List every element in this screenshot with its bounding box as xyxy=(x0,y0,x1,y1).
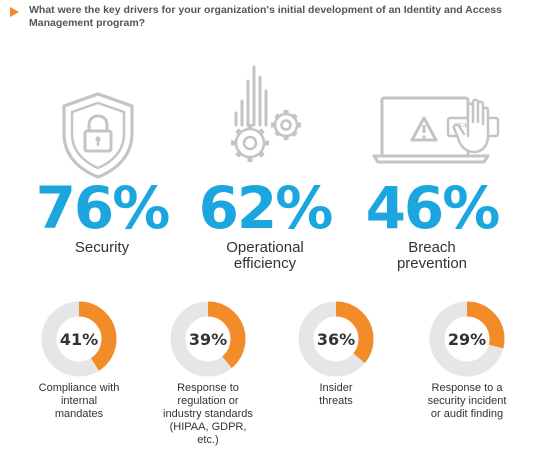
donut-category-label: or audit finding xyxy=(430,408,504,420)
stat-value: 46% xyxy=(365,174,501,242)
stat-label-line2: prevention xyxy=(396,255,468,272)
donut-category-label: Response to xyxy=(177,382,239,394)
donut-category-label: mandates xyxy=(54,408,104,420)
donut-chart: 41% Compliance with internal mandates xyxy=(14,300,144,421)
laptop-warning-hand-icon: ** xyxy=(372,96,500,164)
donut-category-label: security incident xyxy=(427,395,507,407)
donut-svg: 36% xyxy=(298,301,374,377)
donut-svg: 39% xyxy=(170,301,246,377)
donut-svg: 41% xyxy=(41,301,117,377)
donut-category-label: Insider xyxy=(319,382,353,394)
donut-category-label: (HIPAA, GDPR, xyxy=(169,421,247,433)
question-text: What were the key drivers for your organ… xyxy=(29,4,502,29)
stat-breach-prevention: 46% Breach prevention xyxy=(357,178,507,272)
stat-label: Security xyxy=(74,239,130,256)
stat-label-line2: efficiency xyxy=(233,255,297,272)
donut-category-label: Compliance with xyxy=(38,382,120,394)
donut-value-label: 36% xyxy=(317,330,355,349)
donut-chart: 39% Response to regulation or industry stan… xyxy=(143,300,273,447)
donut-chart: 29% Response to a security incident or audi… xyxy=(402,300,532,421)
stat-value: 62% xyxy=(198,174,334,242)
donut-slice xyxy=(170,301,246,377)
gears-bars-icon xyxy=(231,65,301,162)
donut-slice xyxy=(298,301,374,377)
donut-category-label: industry standards xyxy=(163,408,253,420)
bullet-triangle-icon xyxy=(10,7,19,17)
donut-chart: 36% Insider threats xyxy=(271,300,401,408)
donut-slice xyxy=(429,301,505,377)
donut-value-label: 39% xyxy=(189,330,227,349)
donut-svg: 29% xyxy=(429,301,505,377)
donut-category-label: etc.) xyxy=(197,434,219,446)
donut-category-label: Response to a xyxy=(431,382,503,394)
stat-label-line1: Breach xyxy=(408,239,456,256)
donut-category-label: threats xyxy=(319,395,353,407)
stat-label-line1: Operational xyxy=(226,239,304,256)
stat-security: 76% Security xyxy=(27,178,177,256)
donut-value-label: 29% xyxy=(448,330,486,349)
stat-operational-efficiency: 62% Operational efficiency xyxy=(190,178,340,272)
shield-lock-icon xyxy=(62,92,134,179)
donut-category-label: regulation or xyxy=(177,395,239,407)
donut-slice xyxy=(41,301,117,377)
stat-value: 76% xyxy=(35,174,171,242)
donut-value-label: 41% xyxy=(60,330,98,349)
donut-category-label: internal xyxy=(60,395,98,407)
